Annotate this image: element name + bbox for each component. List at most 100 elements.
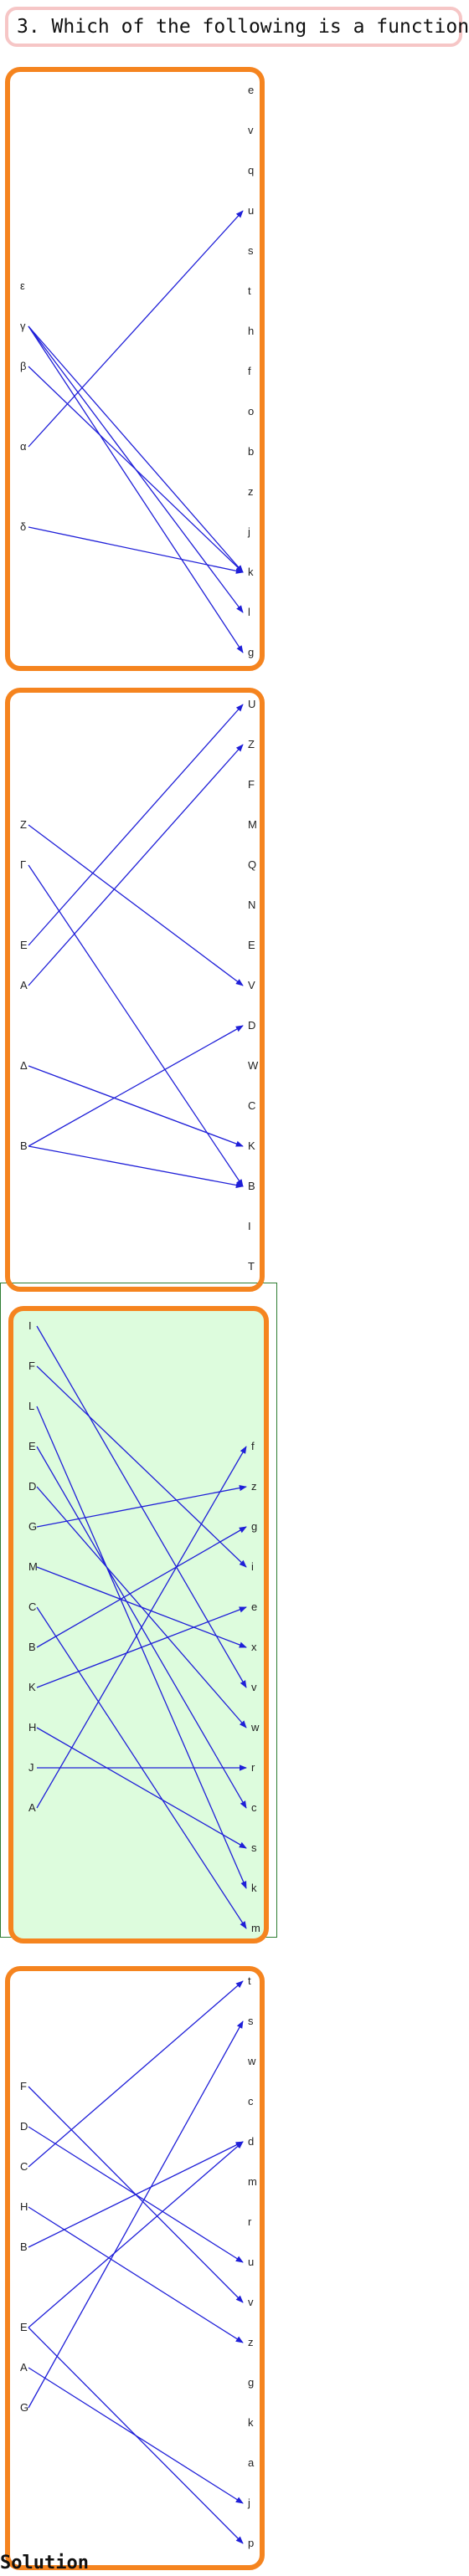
codomain-label: b [248,445,254,458]
domain-label: H [20,2200,28,2213]
codomain-label: i [251,1560,254,1573]
codomain-label: g [248,646,254,658]
mapping-arrow [28,1145,244,1189]
codomain-label: e [248,84,254,96]
codomain-label: f [248,365,251,377]
domain-label: E [20,939,28,951]
codomain-label: B [248,1180,255,1192]
codomain-label: c [248,2095,254,2107]
domain-label: G [28,1520,37,1533]
codomain-label: o [248,405,254,417]
mapping-arrow [28,2367,244,2504]
codomain-label: a [248,2456,255,2469]
codomain-label: W [248,1059,259,1072]
mapping-arrow [36,1566,247,1648]
domain-label: B [20,1139,28,1152]
codomain-label: N [248,899,255,911]
mapping-arrow [28,824,244,986]
mapping-diagram: ε γ β α δ e v q u s t h f o b z j k l g [20,84,254,658]
codomain-label: c [251,1801,257,1814]
codomain-label: l [248,606,250,618]
codomain-label: v [251,1681,257,1693]
mapping-arrow [28,210,244,448]
codomain-label: V [248,979,255,991]
codomain-label: g [248,2376,254,2389]
mapping-diagram: F D C H B E A Gt s w c d m r u v z g k a j p [20,1974,257,2549]
mapping-arrow [28,1025,244,1147]
option-2-card[interactable]: Z Γ E A Δ B U Z F M Q N E V D W C K B I T [5,688,265,1292]
codomain-label: Q [248,858,256,871]
domain-label: M [28,1560,38,1573]
codomain-label: e [251,1600,257,1613]
codomain-label: k [251,1882,257,1894]
mapping-arrow [28,2206,244,2343]
domain-label: γ [20,320,26,332]
domain-label: J [28,1761,34,1774]
codomain-label: z [251,1480,257,1493]
codomain-label: k [248,566,254,578]
mapping-arrow [28,744,244,986]
codomain-label: g [251,1520,257,1533]
mapping-diagram: Z Γ E A Δ B U Z F M Q N E V D W C K B I T [20,698,259,1273]
domain-label: Γ [20,858,26,871]
codomain-label: t [248,284,251,297]
codomain-label: w [247,2055,256,2067]
mapping-arrow [36,1606,247,1688]
codomain-label: M [248,818,257,831]
codomain-label: v [248,124,254,136]
codomain-label: r [251,1761,255,1774]
domain-label: Δ [20,1059,28,1072]
option-4-border [5,1966,265,2570]
domain-label: K [28,1681,36,1693]
codomain-label: w [250,1721,260,1734]
mapping-arrow [36,1727,247,1849]
codomain-label: I [248,1220,251,1232]
codomain-label: j [247,525,250,538]
codomain-label: E [248,939,255,951]
domain-label: D [28,1480,36,1493]
domain-label: F [20,2080,27,2092]
codomain-label: U [248,698,255,710]
mapping-arrow [28,2020,244,2409]
domain-label: B [20,2241,28,2253]
mapping-arrow [28,325,244,653]
codomain-label: u [248,204,254,217]
option-1-border [5,67,265,671]
codomain-label: v [248,2296,254,2308]
codomain-label: u [248,2256,254,2268]
codomain-label: h [248,325,254,337]
option-2-border [5,688,265,1292]
option-3-border [8,1306,269,1944]
codomain-label: k [248,2416,254,2429]
codomain-label: p [248,2537,254,2549]
codomain-label: x [251,1641,257,1653]
domain-label: E [20,2321,28,2333]
solution-label: Solution [0,2553,89,2573]
domain-label: A [28,1801,36,1814]
domain-label: E [28,1440,36,1452]
domain-label: B [28,1641,36,1653]
codomain-label: z [248,2336,254,2348]
mapping-arrow [36,1526,247,1648]
mapping-arrow [36,1446,247,1809]
codomain-label: D [248,1019,255,1032]
mapping-arrow [28,1980,244,2168]
domain-label: H [28,1721,36,1734]
mapping-arrow [28,2141,244,2248]
domain-label: D [20,2120,28,2133]
domain-label: G [20,2401,28,2414]
mapping-arrow [28,704,244,946]
codomain-label: m [248,2175,257,2188]
codomain-label: m [251,1922,260,1934]
codomain-label: r [248,2215,252,2228]
option-1-card[interactable]: ε γ β α δ e v q u s t h f o b z j k l g [5,67,265,671]
mapping-arrow [28,864,244,1187]
codomain-label: s [248,2015,254,2027]
question-text: 3. Which of the following is a function: [5,7,469,47]
codomain-label: C [248,1099,255,1112]
codomain-label: Z [248,738,255,750]
codomain-label: T [248,1260,255,1273]
mapping-arrow [28,2141,244,2328]
